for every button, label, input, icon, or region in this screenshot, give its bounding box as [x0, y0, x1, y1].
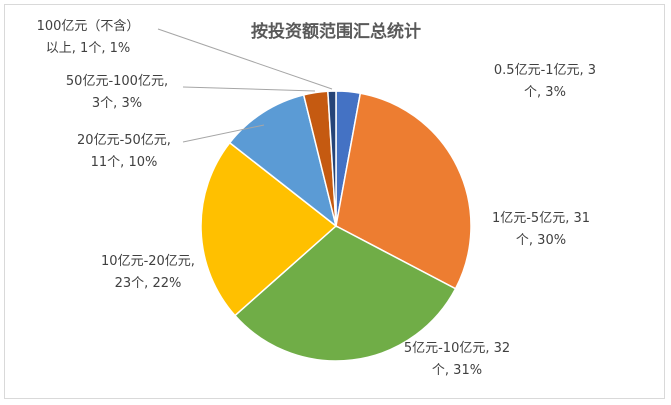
pie-slice-4: [200, 141, 338, 317]
data-label-7: 100亿元（不含）以上, 1个, 1%: [37, 18, 140, 56]
leader-lines: [157, 28, 333, 143]
pie-slice-5: [228, 94, 338, 228]
data-label-1: 0.5亿元-1亿元, 3 个, 3%: [494, 63, 596, 100]
leader-line-6: [182, 86, 316, 92]
data-label-6: 50亿元-100亿元, 3个, 3%: [66, 74, 168, 111]
leader-line-5: [182, 124, 265, 143]
data-label-3: 5亿元-10亿元, 32 个, 31%: [404, 341, 510, 378]
data-labels: 0.5亿元-1亿元, 3 个, 3% 1亿元-5亿元, 31 个, 30% 5亿元-10…: [37, 18, 597, 378]
pie-slices: [200, 90, 472, 362]
chart-title: 按投资额范围汇总统计: [251, 21, 421, 42]
pie-slice-7: [327, 90, 337, 227]
pie-slice-3: [233, 225, 457, 362]
data-label-4: 10亿元-20亿元, 23个, 22%: [101, 254, 195, 291]
data-label-2: 1亿元-5亿元, 31 个, 30%: [492, 211, 590, 248]
data-label-5: 20亿元-50亿元, 11个, 10%: [77, 133, 171, 170]
leader-line-7: [157, 28, 333, 90]
pie-slice-2: [335, 92, 472, 290]
